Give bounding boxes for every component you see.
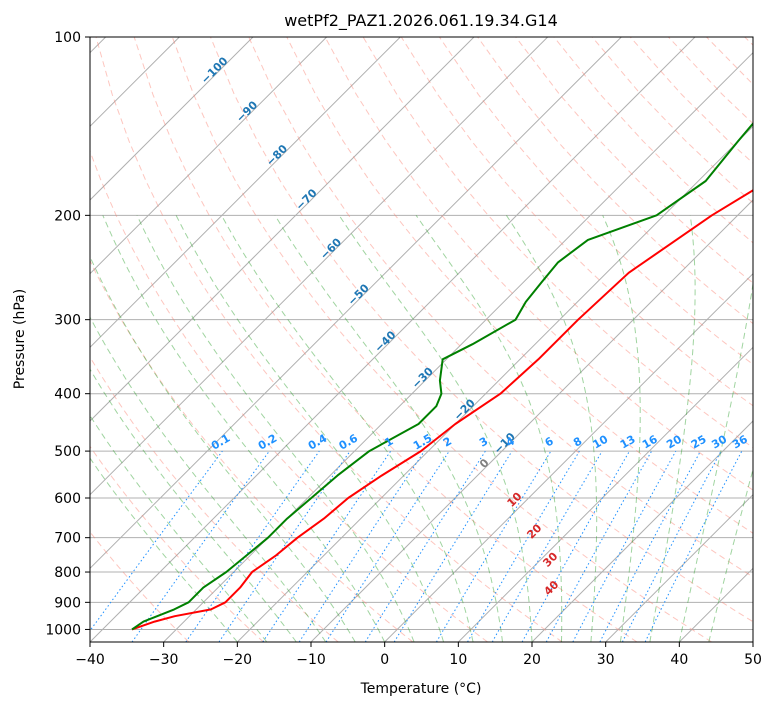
y-tick-label: 600	[54, 491, 81, 507]
dewpoint-profile-line	[131, 121, 753, 631]
mixing-ratio-line	[131, 450, 270, 642]
dry-adiabat	[90, 259, 414, 642]
temperature-profile-line	[131, 189, 753, 631]
x-tick-label: 30	[597, 652, 615, 668]
series-layer	[131, 121, 753, 631]
x-tick-label: 50	[744, 652, 762, 668]
moist-adiabat	[649, 215, 696, 642]
moist-adiabat	[415, 215, 563, 642]
x-tick-label: 10	[449, 652, 467, 668]
mixing-ratio-line	[262, 450, 392, 642]
x-tick-label: 40	[670, 652, 688, 668]
x-tick-label: −40	[75, 652, 105, 668]
x-axis-label: Temperature (°C)	[360, 681, 482, 697]
x-tick-label: −10	[296, 652, 326, 668]
mixing-ratio-line	[393, 450, 513, 642]
dry-adiabat	[90, 445, 264, 642]
moist-adiabat	[90, 368, 297, 642]
moist-adiabat	[90, 316, 327, 642]
moist-adiabat	[338, 215, 533, 642]
dry-adiabat	[171, 37, 712, 642]
isotherm-line	[605, 493, 753, 642]
isotherm-line	[90, 37, 696, 642]
moist-adiabat	[90, 414, 268, 642]
x-axis-ticks: −40 −30 −20 −10 0 10 20 30 40 50	[75, 642, 762, 668]
reference-lines	[90, 37, 753, 642]
mixing-ratio-line	[644, 450, 743, 642]
dry-adiabat	[90, 356, 339, 642]
dry-adiabat	[248, 37, 753, 578]
mixing-ratio-line	[298, 450, 425, 642]
x-tick-label: −20	[223, 652, 253, 668]
moist-adiabat	[90, 255, 356, 642]
moist-adiabat	[221, 215, 474, 642]
y-tick-label: 700	[54, 531, 81, 547]
y-tick-label: 100	[54, 30, 81, 46]
mixing-ratio-line	[545, 450, 653, 642]
mixing-ratio-line	[218, 450, 351, 642]
dry-adiabat	[286, 37, 753, 534]
isotherm-line	[90, 37, 622, 570]
mixing-ratio-line	[325, 450, 450, 642]
plot-frame	[89, 36, 754, 643]
isotherm-line	[310, 199, 753, 642]
y-tick-label: 500	[54, 444, 81, 460]
moist-adiabat	[274, 215, 503, 642]
mixing-ratio-line	[572, 450, 677, 642]
dry-adiabat	[477, 37, 753, 325]
mixing-ratio-line	[521, 450, 630, 642]
y-axis-label: Pressure (hPa)	[12, 289, 28, 389]
y-axis-ticks: 1000 900 800 700 600 500 400 300 200 100	[45, 30, 90, 638]
isotherm-line	[90, 37, 401, 349]
moist-adiabat	[602, 215, 641, 642]
dry-adiabat	[95, 37, 563, 642]
moist-adiabat	[102, 215, 386, 642]
y-tick-label: 900	[54, 595, 81, 611]
isotherm-line	[531, 420, 753, 642]
mixing-ratio-line	[185, 450, 320, 642]
y-tick-label: 400	[54, 387, 81, 403]
x-tick-label: 20	[523, 652, 541, 668]
y-tick-label: 800	[54, 565, 81, 581]
mixing-ratio-line	[90, 450, 223, 632]
isotherm-line	[90, 37, 254, 201]
x-tick-label: −30	[149, 652, 179, 668]
dry-adiabat	[515, 37, 753, 284]
y-tick-label: 300	[54, 313, 81, 329]
y-tick-label: 1000	[45, 622, 81, 638]
isotherm-line	[90, 37, 328, 275]
x-tick-label: 0	[380, 652, 389, 668]
isotherm-line	[384, 272, 753, 642]
moist-adiabat	[90, 457, 238, 642]
isotherm-line	[457, 346, 753, 642]
moist-adiabat	[678, 280, 753, 642]
dry-adiabat	[210, 37, 753, 623]
isotherm-line	[90, 37, 549, 496]
moist-adiabat	[175, 215, 445, 642]
chart-title: wetPf2_PAZ1.2026.061.19.34.G14	[284, 11, 558, 31]
y-tick-label: 200	[54, 208, 81, 224]
dry-adiabat	[324, 37, 753, 491]
isotherm-line	[90, 37, 475, 422]
dry-adiabat	[133, 37, 638, 642]
